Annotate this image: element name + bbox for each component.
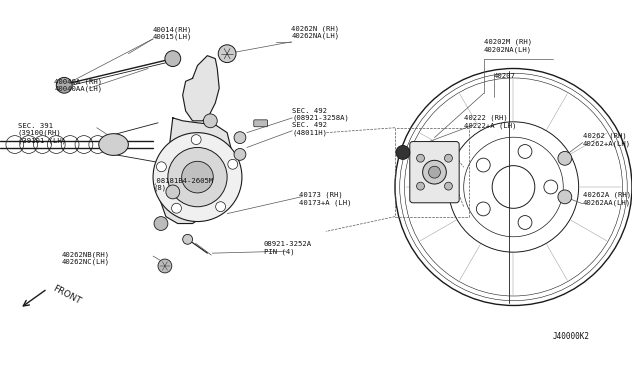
Text: 08921-3252A
PIN (4): 08921-3252A PIN (4): [264, 241, 312, 255]
Circle shape: [396, 145, 410, 159]
Circle shape: [234, 132, 246, 144]
Polygon shape: [160, 118, 232, 224]
Circle shape: [166, 185, 180, 199]
Circle shape: [165, 51, 180, 67]
Circle shape: [228, 159, 237, 169]
Circle shape: [157, 162, 166, 172]
Text: ¸08181B4-2605M
(8): ¸08181B4-2605M (8): [153, 177, 214, 191]
Circle shape: [204, 114, 217, 128]
Circle shape: [218, 45, 236, 62]
Circle shape: [558, 190, 572, 204]
Circle shape: [153, 133, 242, 222]
Text: 40222 (RH)
40222+A (LH): 40222 (RH) 40222+A (LH): [464, 115, 516, 129]
Circle shape: [216, 202, 225, 212]
Text: 40202M (RH)
40202NA(LH): 40202M (RH) 40202NA(LH): [484, 39, 532, 53]
Circle shape: [558, 151, 572, 165]
Circle shape: [417, 154, 424, 162]
Circle shape: [168, 147, 227, 207]
Circle shape: [417, 182, 424, 190]
Circle shape: [154, 217, 168, 230]
Text: J40000K2: J40000K2: [553, 332, 590, 341]
Text: 40207: 40207: [493, 73, 516, 80]
Circle shape: [445, 182, 452, 190]
Circle shape: [56, 77, 72, 93]
Text: 40262A (RH)
40262AA(LH): 40262A (RH) 40262AA(LH): [582, 192, 631, 206]
Circle shape: [191, 135, 201, 145]
Text: 40262NB(RH)
40262NC(LH): 40262NB(RH) 40262NC(LH): [61, 251, 109, 265]
Circle shape: [429, 166, 440, 178]
Text: 40173 (RH)
40173+A (LH): 40173 (RH) 40173+A (LH): [300, 192, 352, 206]
Text: 40014(RH)
40015(LH): 40014(RH) 40015(LH): [153, 26, 193, 40]
Text: 40040A (RH)
40040AA(LH): 40040A (RH) 40040AA(LH): [54, 78, 102, 92]
Text: SEC. 391
(39100(RH)
(39101 (LH): SEC. 391 (39100(RH) (39101 (LH): [18, 123, 66, 144]
FancyBboxPatch shape: [254, 120, 268, 127]
Circle shape: [182, 234, 193, 244]
Ellipse shape: [99, 134, 129, 155]
Circle shape: [445, 154, 452, 162]
Polygon shape: [182, 56, 220, 121]
Circle shape: [158, 259, 172, 273]
Text: 40262 (RH)
40262+A(LH): 40262 (RH) 40262+A(LH): [582, 133, 631, 147]
Circle shape: [234, 148, 246, 160]
Circle shape: [422, 160, 446, 184]
Circle shape: [172, 203, 182, 213]
Text: SEC. 492
(08921-3258A)
SEC. 492
(48011H): SEC. 492 (08921-3258A) SEC. 492 (48011H): [292, 108, 349, 136]
FancyBboxPatch shape: [410, 142, 459, 203]
Text: 40262N (RH)
40262NA(LH): 40262N (RH) 40262NA(LH): [291, 25, 339, 39]
Text: FRONT: FRONT: [51, 283, 83, 306]
Circle shape: [182, 161, 213, 193]
